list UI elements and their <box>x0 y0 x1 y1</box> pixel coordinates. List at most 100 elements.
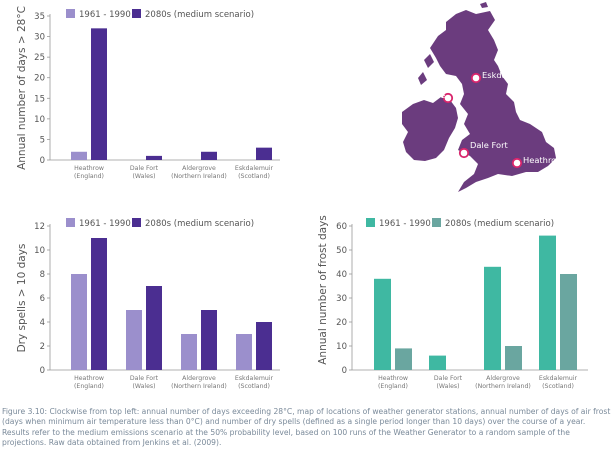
station-marker-aldergrove <box>442 92 454 104</box>
x-tick-label: Eskdalemuir <box>235 375 274 382</box>
dry-spells-legend: 1961 - 1990 2080s (medium scenario) <box>66 218 254 229</box>
legend-swatch-baseline <box>66 9 75 18</box>
island-shape <box>418 72 427 85</box>
bar-2080s <box>91 28 107 160</box>
y-tick-label: 6 <box>40 294 45 304</box>
frost-days-bars <box>374 235 577 370</box>
x-tick-label: Aldergrove <box>182 375 216 382</box>
hot-days-y-axis: 0 5 10 15 20 25 30 35 <box>34 12 51 166</box>
bar-2080s <box>201 151 217 160</box>
station-label-eskdalemuir: Eskdalemuir <box>482 70 534 80</box>
legend-swatch-2080s <box>132 218 141 227</box>
y-tick-label: 5 <box>40 135 45 145</box>
x-tick-label: Dale Fort <box>434 375 463 382</box>
x-tick-sublabel: (England) <box>378 383 408 390</box>
bar-2080s <box>256 147 272 160</box>
bar-2080s <box>395 348 412 370</box>
y-tick-label: 10 <box>336 342 347 352</box>
station-label-aldergrove: Aldergrove <box>400 90 445 100</box>
y-tick-label: 10 <box>34 246 45 256</box>
dry-spells-x-axis: Heathrow(England) Dale Fort(Wales) Aldergr… <box>50 369 280 390</box>
x-tick-label: Eskdalemuir <box>539 375 578 382</box>
legend-label-baseline: 1961 - 1990 <box>79 10 131 20</box>
legend-swatch-2080s <box>432 218 441 227</box>
bar-2080s <box>560 274 577 370</box>
hot-days-chart: 0 5 10 15 20 25 30 35 Heathrow(England) Dale For… <box>16 6 280 180</box>
frost-days-y-axis: 0 10 20 30 40 50 60 <box>336 222 353 376</box>
legend-swatch-2080s <box>132 9 141 18</box>
bar-2080s <box>505 346 522 370</box>
x-tick-sublabel: (Scotland) <box>238 383 270 390</box>
y-tick-label: 2 <box>40 342 45 352</box>
island-shape <box>424 54 434 68</box>
y-tick-label: 35 <box>34 12 45 22</box>
bar-baseline <box>126 310 142 370</box>
bar-2080s <box>146 155 162 160</box>
x-tick-label: Heathrow <box>378 375 408 382</box>
x-tick-label: Dale Fort <box>130 165 159 172</box>
x-tick-sublabel: (Northern Ireland) <box>171 173 227 180</box>
y-tick-label: 10 <box>34 115 45 125</box>
station-marker-eskdalemuir <box>470 72 482 84</box>
bar-baseline <box>374 278 391 370</box>
y-tick-label: 30 <box>34 33 45 43</box>
x-tick-sublabel: (Scotland) <box>238 173 270 180</box>
y-tick-label: 30 <box>336 294 347 304</box>
station-label-dale-fort: Dale Fort <box>470 140 508 150</box>
y-tick-label: 0 <box>342 366 347 376</box>
x-tick-sublabel: (Wales) <box>132 383 155 390</box>
x-tick-label: Heathrow <box>74 165 104 172</box>
dry-spells-y-label: Dry spells > 10 days <box>16 244 28 353</box>
bar-baseline <box>181 334 197 370</box>
y-tick-label: 20 <box>336 318 347 328</box>
x-tick-sublabel: (Northern Ireland) <box>171 383 227 390</box>
hot-days-x-axis: Heathrow(England) Dale Fort(Wales) Aldergr… <box>50 159 280 180</box>
legend-swatch-baseline <box>66 218 75 227</box>
station-marker-dale-fort <box>458 147 470 159</box>
figure-caption: Figure 3.10: Clockwise from top left: an… <box>2 407 611 448</box>
legend-label-2080s: 2080s (medium scenario) <box>145 10 254 20</box>
y-tick-label: 60 <box>336 222 347 232</box>
x-tick-sublabel: (Wales) <box>436 383 459 390</box>
bar-2080s <box>201 310 217 370</box>
x-tick-sublabel: (Wales) <box>132 173 155 180</box>
x-tick-sublabel: (Northern Ireland) <box>475 383 531 390</box>
ireland-shape <box>402 97 458 161</box>
y-tick-label: 20 <box>34 74 45 84</box>
dry-spells-chart: 0 2 4 6 8 10 12 Heathrow(England) Dale Fort(Wal… <box>16 218 280 390</box>
bar-baseline <box>484 266 501 370</box>
y-tick-label: 12 <box>34 222 45 232</box>
frost-days-y-label: Annual number of frost days <box>317 215 329 365</box>
bar-baseline <box>429 355 446 370</box>
hot-days-bars <box>71 28 272 160</box>
x-tick-sublabel: (England) <box>74 383 104 390</box>
hot-days-y-label: Annual number of days > 28°C <box>16 6 28 170</box>
station-map: Eskdalemuir Aldergrove Dale Fort Heathro… <box>400 2 563 192</box>
legend-label-baseline: 1961 - 1990 <box>379 219 431 229</box>
station-label-heathrow: Heathrow <box>523 155 563 165</box>
x-tick-label: Aldergrove <box>486 375 520 382</box>
x-tick-sublabel: (Scotland) <box>542 383 574 390</box>
bar-baseline <box>71 274 87 370</box>
y-tick-label: 25 <box>34 53 45 63</box>
x-tick-label: Dale Fort <box>130 375 159 382</box>
legend-label-baseline: 1961 - 1990 <box>79 219 131 229</box>
legend-label-2080s: 2080s (medium scenario) <box>145 219 254 229</box>
legend-label-2080s: 2080s (medium scenario) <box>445 219 554 229</box>
legend-swatch-baseline <box>366 218 375 227</box>
y-tick-label: 0 <box>40 156 45 166</box>
bar-2080s <box>256 322 272 370</box>
x-tick-label: Heathrow <box>74 375 104 382</box>
station-marker-heathrow <box>511 157 523 169</box>
hot-days-legend: 1961 - 1990 2080s (medium scenario) <box>66 9 254 20</box>
dry-spells-bars <box>71 238 272 370</box>
bar-baseline <box>71 151 87 160</box>
frost-days-x-axis: Heathrow(England) Dale Fort(Wales) Aldergr… <box>352 369 588 390</box>
bar-baseline <box>539 235 556 370</box>
y-tick-label: 0 <box>40 366 45 376</box>
great-britain-shape <box>430 10 556 192</box>
bar-baseline <box>236 334 252 370</box>
bar-2080s <box>91 238 107 370</box>
frost-days-legend: 1961 - 1990 2080s (medium scenario) <box>366 218 554 229</box>
bar-2080s <box>146 286 162 370</box>
